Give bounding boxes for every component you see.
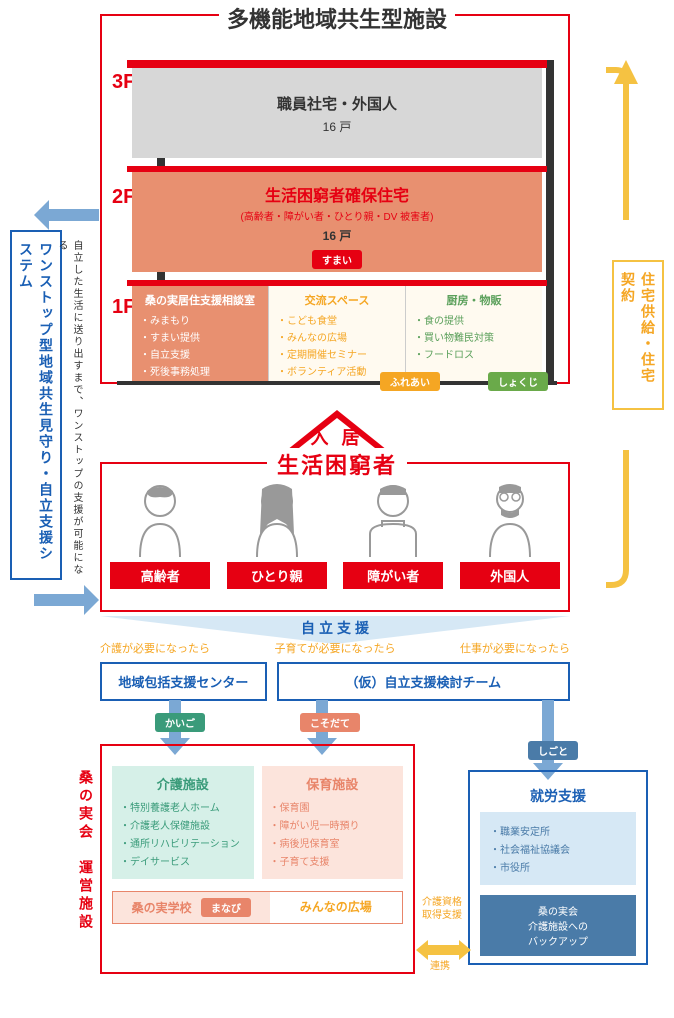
yellow-arrow (606, 60, 646, 600)
f1c1-list: ・みまもり・すまい提供・自立支援・死後事務処理 (140, 312, 260, 378)
person-label-1: ひとり親 (227, 562, 327, 589)
tag-kosodate: こそだて (300, 713, 360, 732)
lr-sub: 桑の実会 介護施設への バックアップ (480, 895, 636, 956)
f1-col1: 桑の実居住支援相談室 ・みまもり・すまい提供・自立支援・死後事務処理 (132, 286, 268, 381)
person-label-2: 障がい者 (343, 562, 443, 589)
f2-title: 生活困窮者確保住宅 (132, 182, 542, 206)
f2-body: 生活困窮者確保住宅 (高齢者・障がい者・ひとり親・DV 被害者) 16 戸 すま… (132, 172, 542, 272)
facility-box: 3F 2F 1F 職員社宅・外国人 16 戸 生活困窮者確保住宅 (高齢者・障が… (100, 14, 570, 384)
arrow-left-bottom (34, 585, 99, 625)
f1-col3: 厨房・物販 ・食の提供・買い物難民対策・フードロス (405, 286, 542, 381)
lower-right-box: 就労支援 ・職業安定所・社会福祉協議会・市役所 桑の実会 介護施設への バックア… (468, 770, 648, 965)
lower-left-box: 桑の実会 運営施設 介護施設 ・特別養護老人ホーム・介護老人保健施設・通所リハビ… (100, 744, 415, 974)
team-1: （仮）自立支援検討チーム (277, 662, 570, 701)
lr-list: ・職業安定所・社会福祉協議会・市役所 (480, 812, 636, 885)
person-elderly: 高齢者 (110, 479, 210, 589)
facility-title: 多機能地域共生型施設 (219, 2, 455, 34)
lr-title: 就労支援 (470, 786, 646, 806)
person-disabled: 障がい者 (343, 479, 443, 589)
f2-sub: (高齢者・障がい者・ひとり親・DV 被害者) (132, 208, 542, 223)
ll-b1: 桑の実学校 (132, 901, 192, 915)
person-label-3: 外国人 (460, 562, 560, 589)
ll-bottom-row: 桑の実学校 まなび みんなの広場 (112, 891, 403, 924)
person-label-0: 高齢者 (110, 562, 210, 589)
residents-title: 生活困窮者 (267, 448, 407, 480)
cond-2: 仕事が必要になったら (460, 640, 570, 656)
self-support-label: 自立支援 (301, 618, 373, 638)
ll-c1-title: 介護施設 (120, 774, 246, 793)
f3-count: 16 戸 (132, 118, 542, 135)
tag-manabi: まなび (201, 898, 251, 917)
tag-sumai: すまい (312, 250, 362, 269)
entry-label: 入 居 (310, 424, 363, 450)
link-qual: 介護資格 取得支援 (422, 896, 462, 922)
f1c3-title: 厨房・物販 (414, 292, 534, 308)
tag-fureai: ふれあい (380, 372, 440, 391)
ll-card-hoiku: 保育施設 ・保育園・障がい児一時預り・病後児保育室・子育て支援 (262, 766, 404, 879)
f2-count: 16 戸 (132, 227, 542, 244)
ll-b2: みんなの広場 (270, 892, 402, 923)
cond-1: 子育てが必要になったら (275, 640, 396, 656)
tag-shokuji: しょくじ (488, 372, 548, 391)
f3-title: 職員社宅・外国人 (132, 93, 542, 114)
tag-kaigo: かいご (155, 713, 205, 732)
residents-box: 高齢者 ひとり親 障がい者 外国人 (100, 462, 570, 612)
f1-row: 桑の実居住支援相談室 ・みまもり・すまい提供・自立支援・死後事務処理 交流スペー… (132, 286, 542, 381)
arrow-left-top (34, 190, 99, 230)
arrow-down-3 (533, 700, 563, 780)
tag-shigoto: しごと (528, 741, 578, 760)
ll-c2-title: 保育施設 (270, 774, 396, 793)
f1c2-title: 交流スペース (277, 292, 397, 308)
ll-card-kaigo: 介護施設 ・特別養護老人ホーム・介護老人保健施設・通所リハビリテーション・デイサ… (112, 766, 254, 879)
teams-row: 地域包括支援センター （仮）自立支援検討チーム (100, 662, 570, 701)
lower-left-title: 桑の実会 運営施設 (74, 766, 98, 936)
cond-0: 介護が必要になったら (100, 640, 210, 656)
person-single-parent: ひとり親 (227, 479, 327, 589)
left-sub: 自立した生活に送り出すまで、ワンストップの支援が可能になる (54, 240, 84, 580)
arrow-coop (416, 940, 471, 960)
link-coop: 連携 (430, 960, 450, 973)
conditions-row: 介護が必要になったら 子育てが必要になったら 仕事が必要になったら (100, 640, 570, 656)
f1-col2: 交流スペース ・こども食堂・みんなの広場・定期開催セミナー・ボランティア活動 (268, 286, 405, 381)
f1c3-list: ・食の提供・買い物難民対策・フードロス (414, 312, 534, 361)
f1c1-title: 桑の実居住支援相談室 (140, 292, 260, 308)
team-0: 地域包括支援センター (100, 662, 267, 701)
person-foreigner: 外国人 (460, 479, 560, 589)
f3-body: 職員社宅・外国人 16 戸 (132, 68, 542, 158)
f1c2-list: ・こども食堂・みんなの広場・定期開催セミナー・ボランティア活動 (277, 312, 397, 378)
